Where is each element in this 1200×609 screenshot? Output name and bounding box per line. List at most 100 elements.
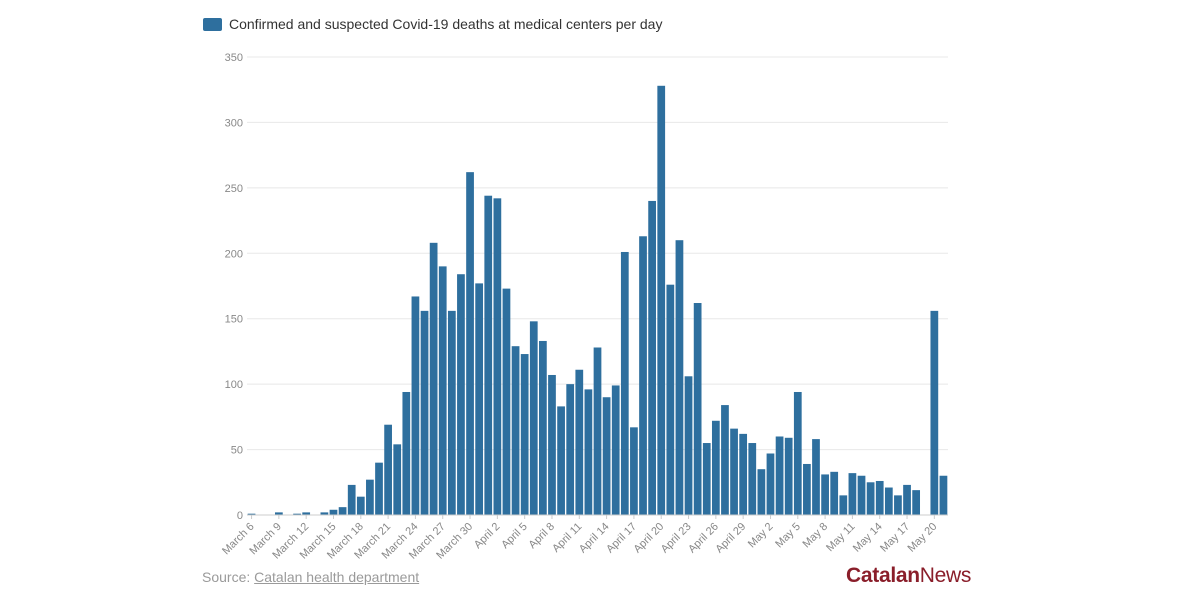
bars — [247, 85, 948, 516]
y-tick-label: 350 — [225, 52, 243, 64]
bar — [611, 385, 620, 515]
bar — [857, 475, 866, 515]
bar — [302, 512, 311, 515]
bar — [775, 436, 784, 515]
bar — [684, 376, 693, 515]
bar — [657, 85, 666, 515]
bar — [784, 437, 793, 515]
bar — [839, 495, 848, 515]
bar — [539, 340, 547, 515]
bar — [520, 354, 529, 515]
bar — [903, 484, 911, 515]
y-tick-label: 250 — [225, 183, 243, 195]
y-axis: 0 50 100 150 200 250 300 350 — [225, 52, 243, 522]
source-note: Source: Catalan health department — [202, 569, 419, 585]
x-tick-label: May 20 — [905, 521, 939, 555]
bar — [693, 303, 702, 515]
bar — [447, 310, 456, 515]
bar — [711, 420, 720, 515]
bar — [438, 266, 447, 515]
bar — [620, 251, 629, 516]
source-prefix: Source: — [202, 569, 251, 585]
bar — [803, 463, 811, 515]
bar — [912, 490, 921, 515]
bar — [338, 507, 347, 515]
legend-label: Confirmed and suspected Covid-19 deaths … — [229, 16, 663, 32]
bar — [356, 496, 365, 515]
bar — [493, 198, 502, 515]
bar — [884, 487, 893, 515]
logo-text-news: News — [919, 564, 972, 587]
bar — [748, 443, 757, 515]
x-tick-label: May 2 — [746, 521, 776, 551]
bar — [293, 513, 301, 515]
bar — [757, 469, 766, 515]
x-tick-label: April 5 — [499, 521, 530, 552]
bar — [375, 462, 383, 515]
bar — [575, 369, 584, 515]
y-tick-label: 200 — [225, 248, 243, 260]
catalan-news-logo: CatalanNews — [846, 564, 971, 588]
y-tick-label: 150 — [225, 314, 243, 326]
y-tick-label: 100 — [225, 379, 243, 391]
y-tick-label: 0 — [237, 510, 243, 522]
x-tick-label: May 14 — [851, 521, 885, 555]
bar — [511, 346, 520, 515]
bar — [666, 284, 675, 515]
bar — [566, 384, 575, 515]
bar — [502, 288, 511, 515]
legend: Confirmed and suspected Covid-19 deaths … — [203, 14, 662, 34]
bar — [484, 195, 493, 515]
bar — [766, 453, 775, 515]
bar — [593, 347, 602, 515]
bar — [466, 172, 474, 515]
bar — [529, 321, 538, 515]
bar — [630, 427, 638, 515]
bar — [347, 484, 356, 515]
bar — [812, 439, 820, 515]
bar — [584, 389, 593, 515]
bar — [411, 296, 420, 515]
bar — [648, 200, 656, 515]
bar — [939, 475, 948, 515]
bar — [548, 374, 556, 515]
source-link[interactable]: Catalan health department — [254, 569, 420, 585]
bar — [930, 310, 939, 515]
bar — [557, 406, 565, 515]
bar — [730, 428, 738, 515]
bar — [793, 391, 802, 515]
x-tick-label: May 5 — [773, 521, 803, 551]
bar — [366, 479, 374, 515]
bar — [320, 512, 329, 515]
bar — [866, 482, 875, 515]
bar — [457, 274, 465, 515]
x-tick-label: April 2 — [472, 521, 503, 552]
bar — [675, 240, 684, 515]
bar — [329, 509, 338, 515]
bar — [602, 397, 611, 515]
bar — [830, 471, 839, 515]
bar — [402, 391, 411, 515]
legend-swatch — [203, 17, 222, 31]
x-tick-label: April 29 — [713, 521, 748, 556]
bar — [475, 283, 484, 515]
bar — [393, 444, 402, 515]
bar — [420, 310, 429, 515]
bar — [848, 473, 857, 515]
y-tick-label: 50 — [231, 445, 243, 457]
bar — [721, 405, 729, 515]
bar — [875, 480, 884, 515]
bar — [384, 424, 392, 515]
y-tick-label: 300 — [225, 117, 243, 129]
bar — [894, 495, 902, 515]
bar — [247, 513, 256, 515]
bar — [639, 236, 647, 515]
bar — [429, 242, 438, 515]
bar — [702, 443, 711, 515]
logo-text-catalan: Catalan — [846, 564, 920, 587]
bar — [739, 433, 748, 515]
bar — [821, 474, 829, 515]
bar — [274, 512, 283, 515]
